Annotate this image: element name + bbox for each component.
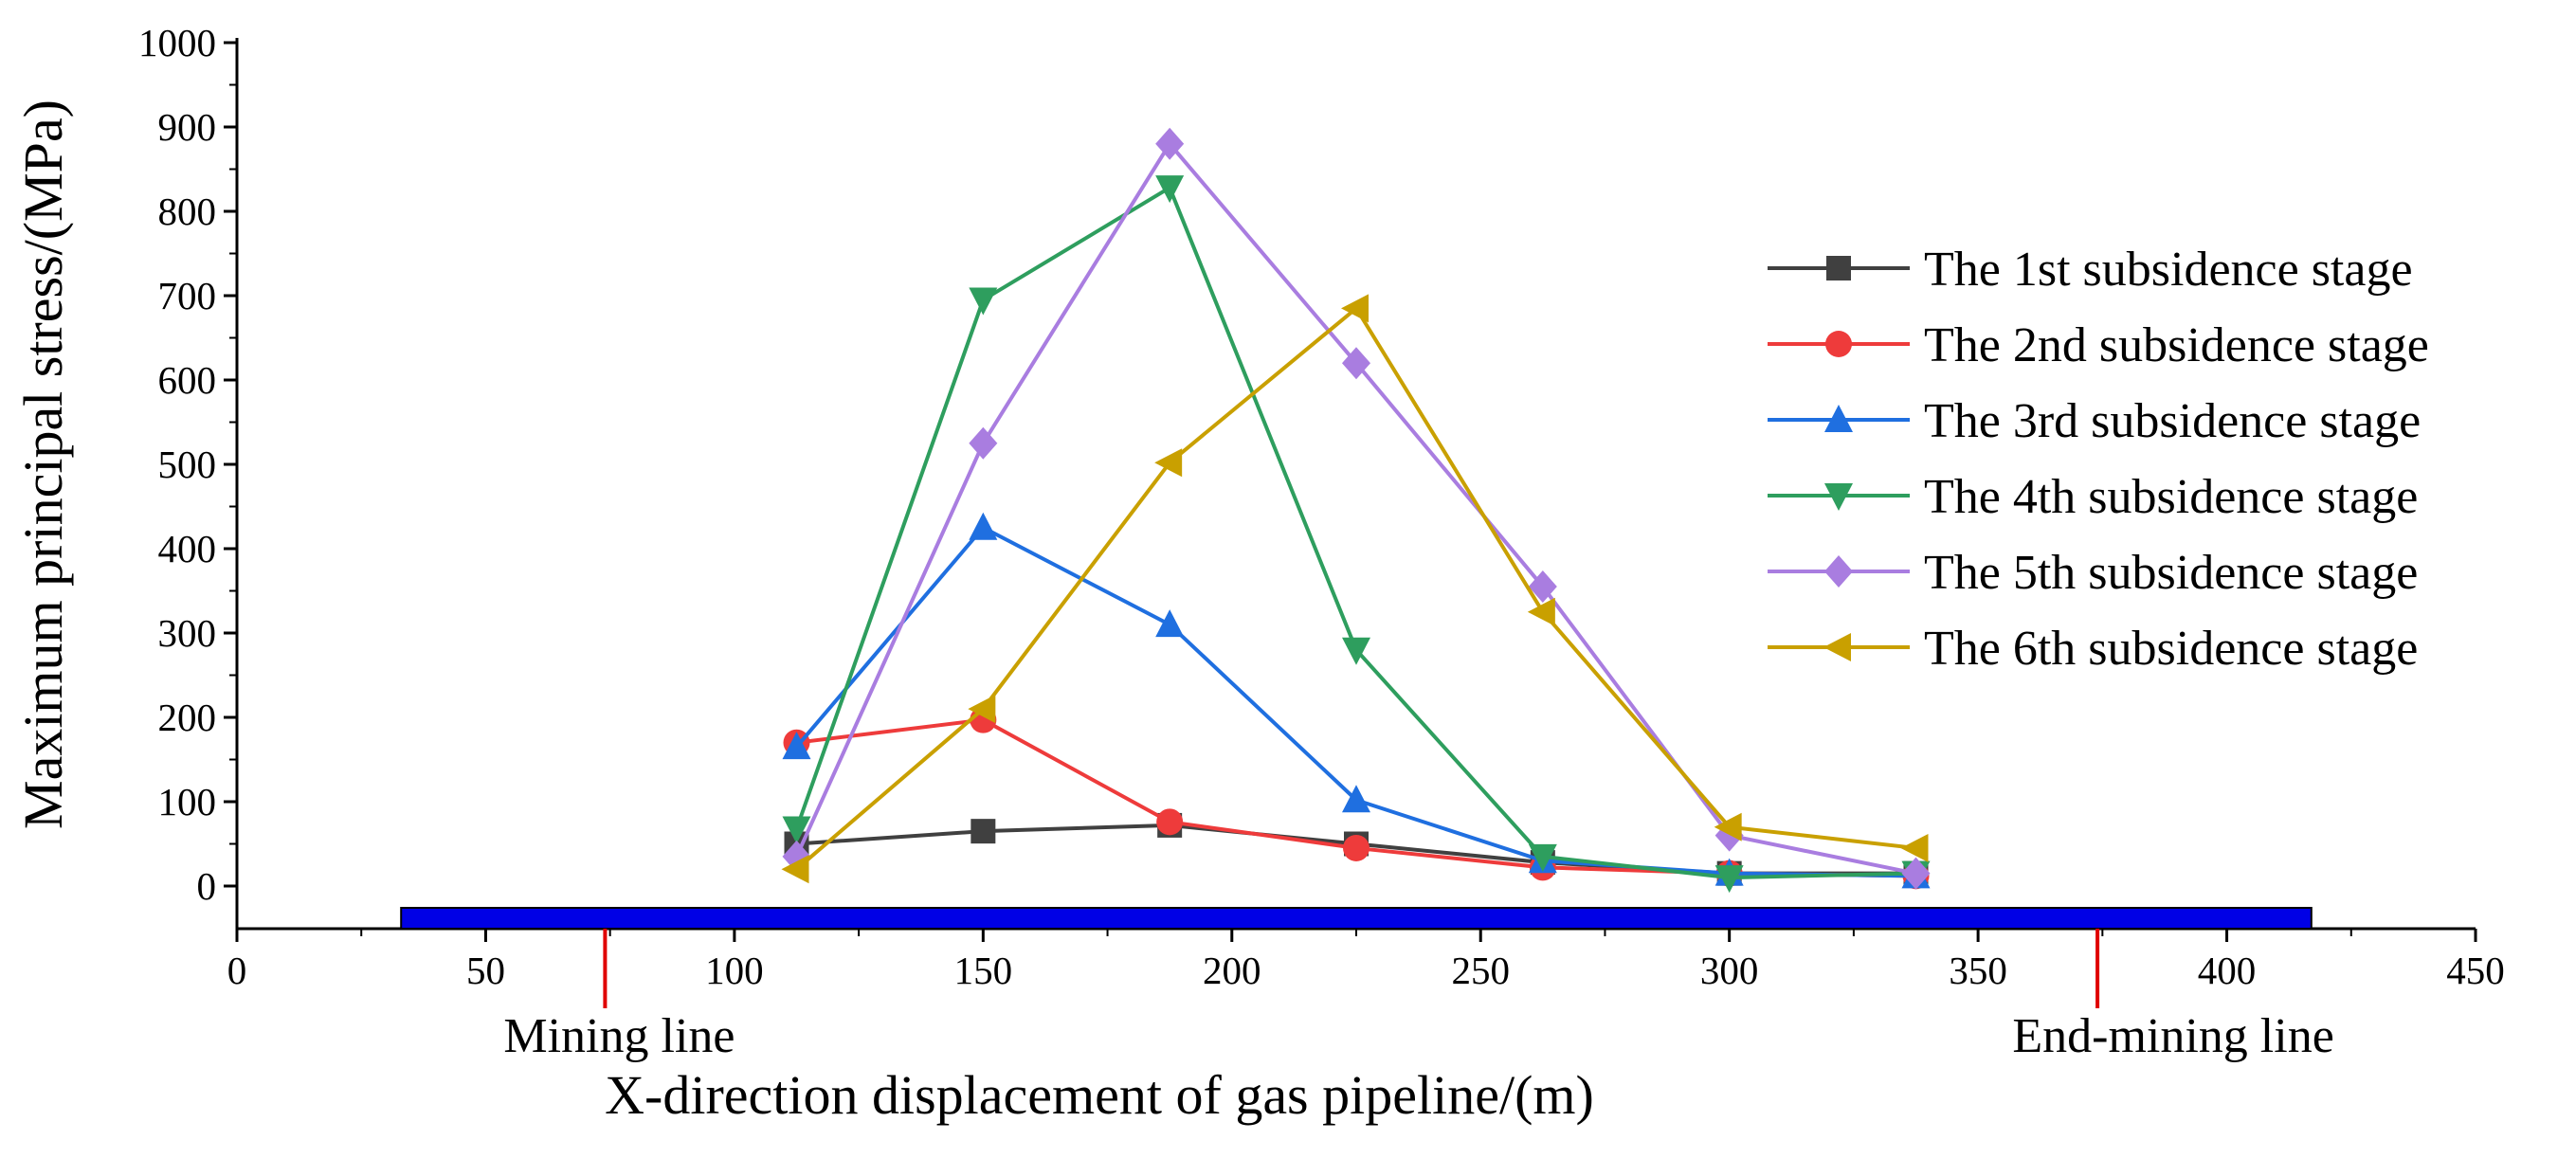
legend-marker [1826,256,1851,280]
series-line [794,185,1916,880]
legend-item: The 2nd subsidence stage [1768,318,2429,372]
x-tick-label: 100 [705,949,764,992]
legend-label: The 3rd subsidence stage [1924,394,2421,448]
y-axis-title: Maximum principal stress/(MPa) [12,100,74,829]
legend-label: The 5th subsidence stage [1924,546,2418,600]
y-tick-label: 700 [158,274,217,317]
y-tick-label: 800 [158,190,217,233]
data-point [969,512,998,540]
series-5 [782,127,1931,890]
x-tick-label: 450 [2446,949,2505,992]
series-group [781,127,1931,894]
x-tick-label: 350 [1949,949,2007,992]
legend-item: The 3rd subsidence stage [1768,394,2421,448]
y-tick-label: 300 [158,611,217,655]
legend-label: The 2nd subsidence stage [1924,318,2429,372]
y-tick-label: 200 [158,696,217,739]
series-6 [781,294,1929,884]
data-point [1343,834,1370,861]
data-point [1527,597,1555,626]
y-tick-label: 1000 [138,21,216,64]
pipeline-bar [400,907,2313,930]
x-tick-label: 400 [2198,949,2257,992]
data-point [782,732,811,760]
annotation-label: Mining line [503,1009,735,1063]
x-tick-label: 150 [954,949,1013,992]
axes-group: 0 100 200 300 400 500 600 700 800 900 1000 0 50 100 15… [138,21,2505,992]
legend-marker [1824,555,1853,588]
data-point [1528,843,1557,872]
y-tick-label: 400 [158,527,217,570]
legend-label: The 6th subsidence stage [1924,622,2418,676]
data-point [1714,812,1742,841]
x-axis-title: X-direction displacement of gas pipeline… [605,1064,1594,1126]
y-tick-label: 500 [158,443,217,486]
legend-item: The 4th subsidence stage [1768,470,2418,524]
data-point [1900,833,1929,862]
y-tick-label: 900 [158,105,217,149]
data-point [1342,347,1370,380]
legend: The 1st subsidence stage The 2nd subsiden… [1768,243,2429,676]
y-tick-label: 0 [197,864,217,908]
data-point [969,287,998,316]
annotation-group: Mining line End-mining line [503,929,2334,1063]
data-point [1901,857,1931,890]
legend-item: The 1st subsidence stage [1768,243,2413,297]
data-point [1155,127,1185,160]
legend-marker [1824,483,1853,511]
data-point [1156,808,1184,836]
data-point [782,816,811,844]
data-point [1155,175,1185,204]
data-point [1342,637,1370,665]
legend-marker [1823,633,1851,661]
y-tick-label: 100 [158,780,217,823]
x-tick-label: 250 [1451,949,1510,992]
x-tick-label: 50 [466,949,505,992]
legend-marker [1825,331,1852,357]
legend-label: The 4th subsidence stage [1924,470,2418,524]
data-point [1714,865,1744,894]
pipeline-bar-group [400,907,2313,930]
data-point [1342,785,1370,813]
data-point [968,695,996,724]
x-tick-label: 0 [227,949,247,992]
data-point [971,819,996,844]
annotation-label: End-mining line [2012,1009,2333,1063]
legend-label: The 1st subsidence stage [1924,243,2413,297]
data-point [1341,294,1369,323]
series-line [794,140,1916,876]
data-point [1528,570,1557,604]
data-point [781,855,809,884]
legend-item: The 6th subsidence stage [1768,622,2418,676]
series-line [794,525,1916,878]
legend-item: The 5th subsidence stage [1768,546,2418,600]
data-point [1155,609,1185,638]
x-tick-label: 300 [1700,949,1759,992]
data-point [1154,448,1183,478]
x-tick-label: 200 [1203,949,1261,992]
data-point [969,426,998,460]
legend-marker [1824,405,1853,432]
y-tick-label: 600 [158,358,217,402]
